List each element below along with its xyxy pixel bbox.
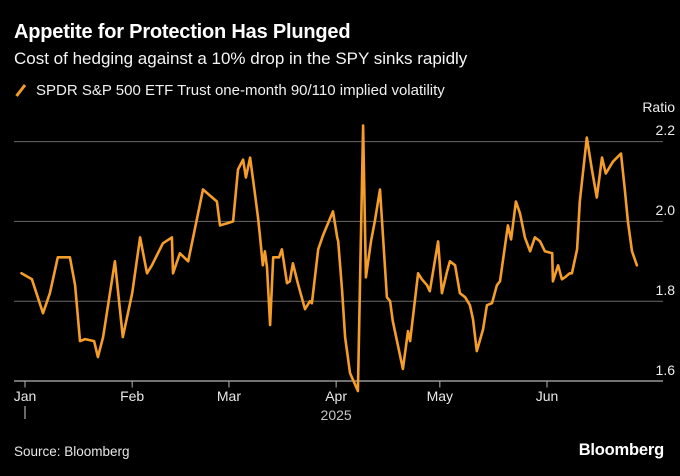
y-axis-label-2.2: 2.2: [655, 122, 675, 139]
year-label: 2025: [320, 407, 352, 423]
y-axis-label-1.6: 1.6: [655, 361, 675, 378]
x-axis-label-feb: Feb: [120, 388, 145, 404]
series-line: [20, 124, 639, 393]
legend: SPDR S&P 500 ETF Trust one-month 90/110 …: [14, 82, 445, 99]
chart-title: Appetite for Protection Has Plunged: [14, 21, 351, 43]
legend-slash-icon: [15, 84, 27, 97]
x-axis-label-mar: Mar: [216, 388, 242, 404]
y-axis-label-1.8: 1.8: [655, 281, 675, 298]
y-axis-label-2.0: 2.0: [655, 201, 675, 218]
x-axis-label-jun: Jun: [535, 388, 559, 404]
x-axis-label-jan: Jan: [13, 388, 37, 404]
bloomberg-logo: Bloomberg: [578, 441, 664, 459]
source-label: Source: Bloomberg: [14, 444, 130, 459]
y-axis-title: Ratio: [642, 99, 675, 115]
x-axis-label-may: May: [426, 388, 454, 404]
legend-label: SPDR S&P 500 ETF Trust one-month 90/110 …: [36, 82, 445, 99]
chart-subtitle: Cost of hedging against a 10% drop in th…: [14, 49, 468, 68]
x-axis-label-apr: Apr: [325, 388, 348, 404]
